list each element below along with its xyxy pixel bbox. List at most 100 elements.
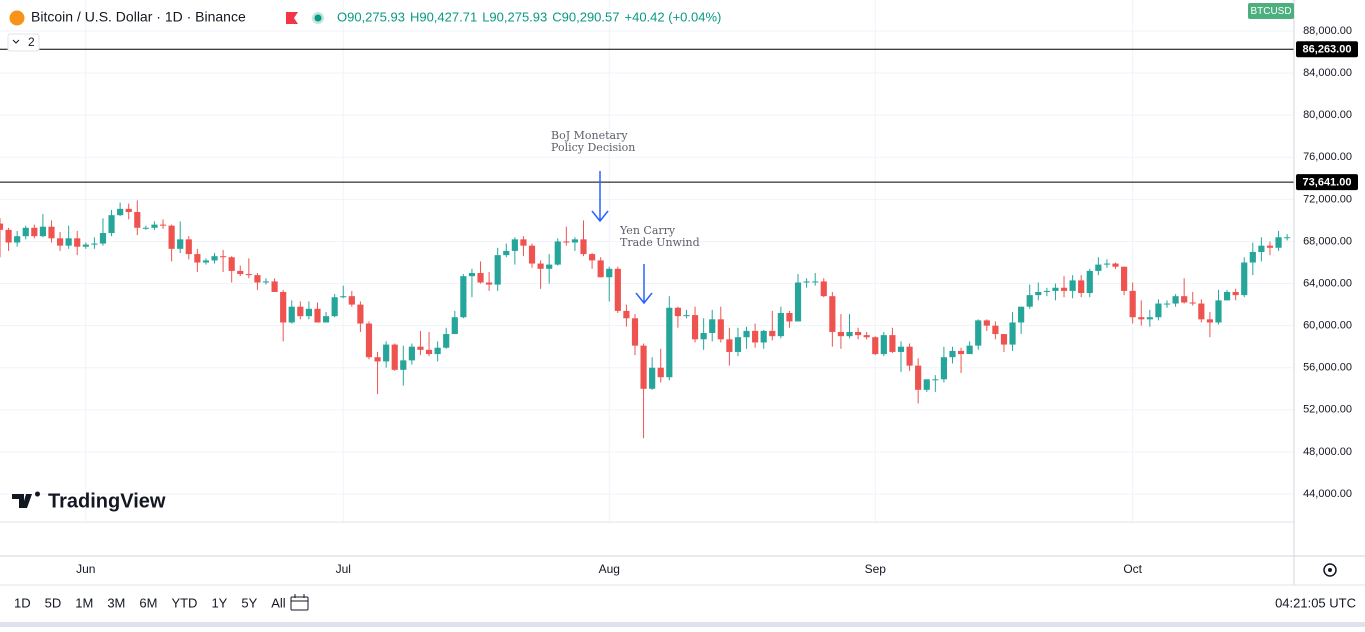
settings-icon[interactable] — [1323, 563, 1337, 577]
candle-body — [271, 281, 278, 292]
arrow — [635, 264, 653, 305]
y-tick-label: 60,000.00 — [1303, 320, 1352, 332]
range-button[interactable]: 5D — [45, 595, 62, 610]
candle-body — [1121, 266, 1128, 291]
clock: 04:21:05 UTC — [1275, 595, 1356, 610]
range-button[interactable]: 3M — [107, 595, 125, 610]
candle-body — [494, 255, 501, 285]
candle-body — [1035, 291, 1042, 296]
logo: TradingView — [12, 490, 166, 512]
candle-body — [365, 323, 373, 358]
annotation-text: BoJ Monetary — [551, 129, 628, 142]
x-tick-label: Oct — [1123, 562, 1142, 576]
candle-body — [554, 241, 561, 265]
candle-body — [1078, 280, 1085, 294]
candle-body — [769, 330, 776, 337]
annotation-text: Policy Decision — [551, 141, 635, 154]
candle-body — [752, 330, 759, 343]
candle-body — [1103, 263, 1111, 265]
candle-body — [151, 224, 158, 228]
candle-body — [254, 275, 261, 283]
candle-body — [1172, 296, 1179, 304]
x-tick-label: Sep — [865, 562, 887, 576]
candle-body — [1206, 319, 1213, 323]
price-label-box — [1296, 174, 1358, 191]
y-tick-label: 64,000.00 — [1303, 277, 1352, 289]
candle-body — [1060, 287, 1068, 291]
candle-body — [563, 241, 570, 243]
chevron — [12, 39, 20, 44]
candle-body — [631, 318, 639, 346]
price-label-box — [1296, 41, 1358, 58]
indicator-toggle[interactable] — [7, 33, 40, 52]
candle-body — [606, 268, 613, 278]
x-tick-label: Aug — [599, 562, 620, 576]
candle-body — [1155, 303, 1162, 318]
y-tick-label: 52,000.00 — [1303, 404, 1352, 416]
candle-body — [117, 208, 124, 216]
range-button[interactable]: 1Y — [211, 595, 227, 610]
candle-body — [314, 308, 321, 323]
range-button[interactable]: All — [271, 595, 286, 610]
arrow — [591, 171, 609, 223]
candle-body — [91, 243, 98, 245]
candle-body — [580, 239, 587, 255]
candle-body — [1129, 290, 1136, 318]
flag-icon[interactable] — [286, 12, 298, 24]
candle-body — [975, 320, 982, 346]
range-button[interactable]: 1D — [14, 595, 31, 610]
symbol-title[interactable]: Bitcoin / U.S. Dollar · 1D · Binance — [31, 9, 246, 25]
candle-body — [340, 296, 347, 298]
y-tick-label: 68,000.00 — [1303, 235, 1352, 247]
candle-body — [915, 365, 922, 390]
logo-mark — [12, 491, 40, 508]
candle-body — [829, 296, 836, 332]
candle-body — [520, 239, 527, 246]
candle-body — [0, 223, 4, 230]
candle-body — [837, 331, 845, 337]
candle-body — [1086, 270, 1093, 294]
range-button[interactable]: 1M — [75, 595, 93, 610]
candle-body — [56, 238, 64, 246]
candle-body — [142, 227, 149, 229]
y-tick-label: 56,000.00 — [1303, 362, 1352, 374]
candle-body — [228, 257, 235, 271]
candle-body — [1018, 306, 1025, 323]
toolbar: 04:21:05 UTC 1D 5D 1M 3M 6M YTD 1Y 5Y All — [14, 594, 1356, 611]
candle-body — [906, 346, 913, 366]
range-button[interactable]: YTD — [171, 595, 197, 610]
candle-body — [5, 229, 12, 243]
y-tick-label: 44,000.00 — [1303, 488, 1352, 500]
calendar-icon[interactable] — [290, 594, 309, 611]
candle-body — [31, 227, 38, 237]
candle-body — [425, 349, 433, 355]
ohlc-value: C90,290.57 — [552, 9, 619, 24]
candle-body — [434, 347, 441, 355]
candle-body — [992, 325, 999, 335]
candle-body — [374, 357, 381, 362]
candle-body — [1189, 302, 1196, 304]
bottom-edge — [0, 622, 1365, 627]
candle-body — [786, 313, 793, 322]
grid — [0, 0, 1294, 522]
candle-body — [760, 330, 767, 343]
range-button[interactable]: 5Y — [241, 595, 257, 610]
price-label: 73,641.00 — [1303, 176, 1352, 188]
candle-body — [1232, 291, 1239, 296]
candle-body — [1215, 300, 1222, 323]
candle-body — [571, 239, 579, 243]
candle-body — [717, 319, 724, 340]
candle-body — [194, 254, 201, 263]
candle-body — [846, 331, 853, 337]
x-tick-label: Jul — [336, 562, 351, 576]
candle-body — [125, 208, 132, 212]
candle-body — [666, 307, 673, 378]
range-button[interactable]: 6M — [139, 595, 157, 610]
candle-body — [803, 281, 810, 283]
candle-body — [949, 350, 956, 358]
candle-body — [957, 350, 965, 355]
candle-body — [683, 315, 690, 317]
candle-body — [940, 357, 947, 380]
candle-body — [288, 306, 295, 323]
candle-body — [820, 281, 827, 297]
